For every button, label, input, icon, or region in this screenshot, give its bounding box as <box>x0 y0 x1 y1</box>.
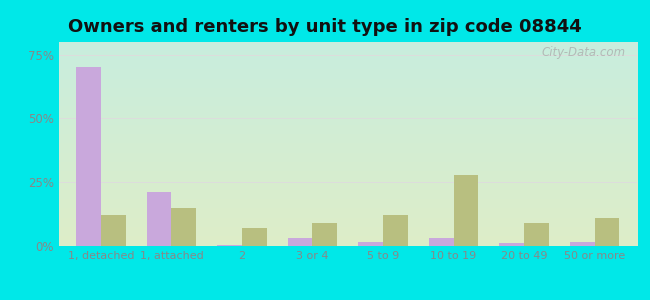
Text: Owners and renters by unit type in zip code 08844: Owners and renters by unit type in zip c… <box>68 18 582 36</box>
Bar <box>595 218 619 246</box>
Bar <box>217 245 242 246</box>
Bar <box>313 223 337 246</box>
Bar <box>147 193 172 246</box>
Bar <box>499 244 524 246</box>
Bar <box>101 215 125 246</box>
Bar <box>524 223 549 246</box>
Bar <box>242 228 266 246</box>
Legend: Owner occupied units, Renter occupied units: Owner occupied units, Renter occupied un… <box>181 297 514 300</box>
Bar <box>288 238 313 246</box>
Bar <box>570 242 595 246</box>
Bar <box>172 208 196 246</box>
Bar <box>358 242 383 246</box>
Bar <box>76 68 101 246</box>
Text: City-Data.com: City-Data.com <box>541 46 625 59</box>
Bar <box>383 215 408 246</box>
Bar <box>429 238 454 246</box>
Bar <box>454 175 478 246</box>
